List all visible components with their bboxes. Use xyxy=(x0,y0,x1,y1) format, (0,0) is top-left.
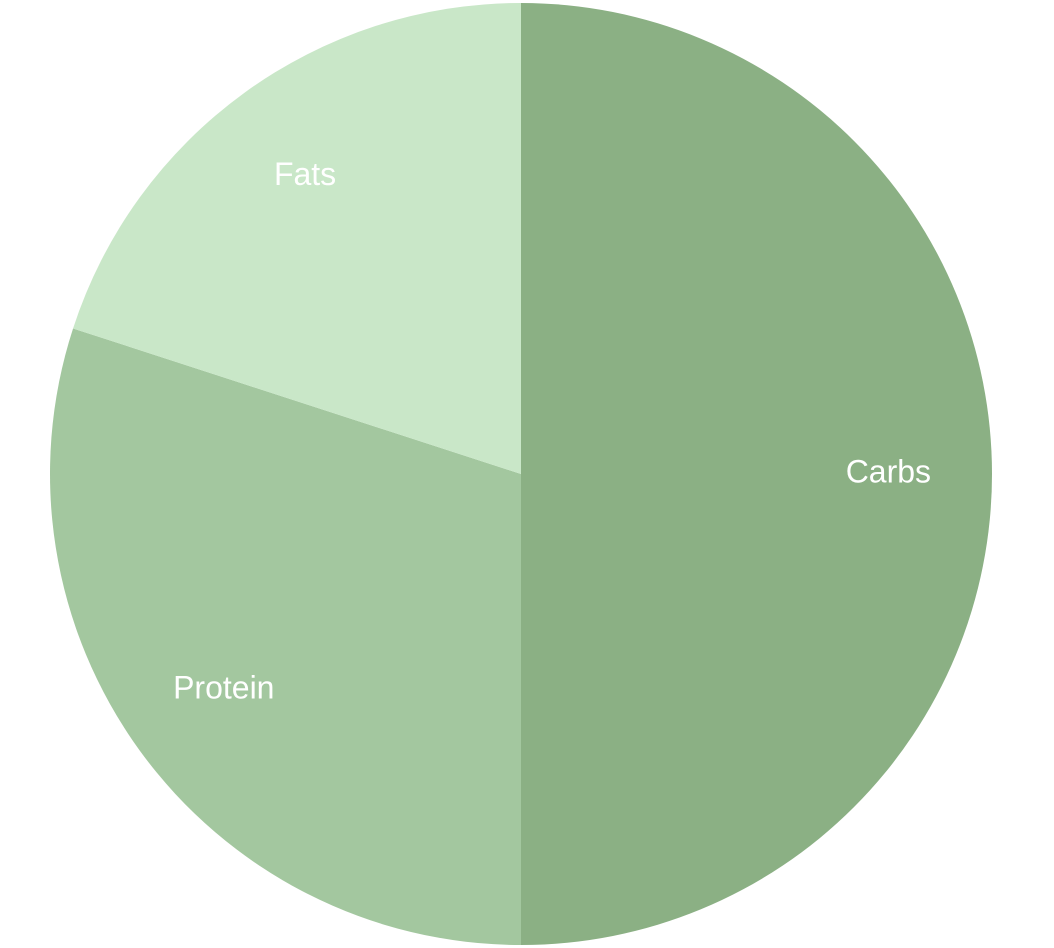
pie-slices xyxy=(49,3,992,945)
pie-label-protein: Protein xyxy=(173,669,274,705)
pie-label-carbs: Carbs xyxy=(846,453,931,489)
pie-slice-carbs xyxy=(521,3,992,945)
pie-labels: Carbs Protein Fats xyxy=(173,156,931,705)
pie-label-fats: Fats xyxy=(274,156,336,192)
pie-slice-protein xyxy=(49,328,522,945)
pie-slice-fats xyxy=(73,3,522,474)
